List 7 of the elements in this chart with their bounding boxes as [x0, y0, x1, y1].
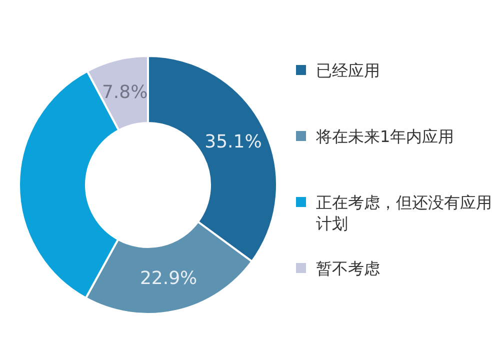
- legend-label: 暂不考虑: [316, 258, 380, 279]
- data-label: 35.1%: [204, 131, 262, 152]
- data-label: 7.8%: [102, 82, 148, 103]
- legend-label: 正在考虑，但还没有应用计划: [316, 192, 493, 234]
- data-label: 22.9%: [140, 268, 198, 289]
- legend-label: 已经应用: [316, 60, 380, 81]
- legend-label: 将在未来1年内应用: [316, 126, 454, 147]
